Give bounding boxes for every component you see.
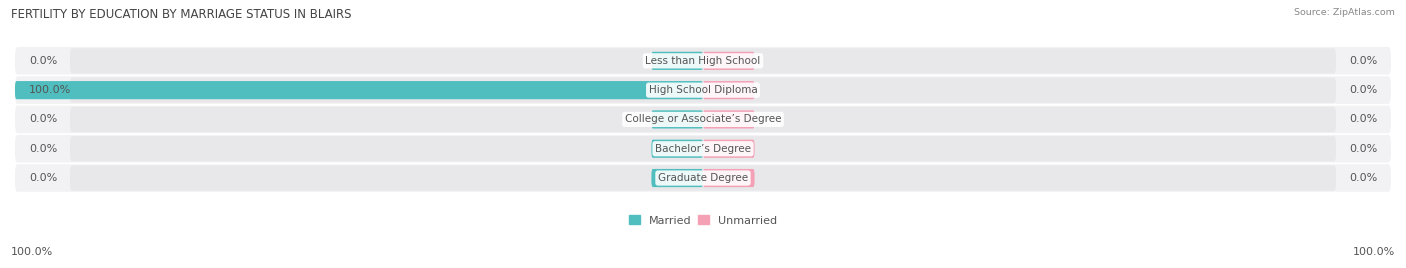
Text: 0.0%: 0.0% xyxy=(28,114,58,124)
FancyBboxPatch shape xyxy=(70,165,1336,191)
Text: 100.0%: 100.0% xyxy=(1353,247,1395,257)
FancyBboxPatch shape xyxy=(15,81,703,99)
FancyBboxPatch shape xyxy=(651,110,703,129)
FancyBboxPatch shape xyxy=(15,106,1391,133)
FancyBboxPatch shape xyxy=(651,52,703,70)
Legend: Married, Unmarried: Married, Unmarried xyxy=(628,215,778,226)
Text: 100.0%: 100.0% xyxy=(28,85,72,95)
FancyBboxPatch shape xyxy=(70,136,1336,161)
Text: 0.0%: 0.0% xyxy=(28,56,58,66)
FancyBboxPatch shape xyxy=(15,135,1391,162)
FancyBboxPatch shape xyxy=(703,52,755,70)
FancyBboxPatch shape xyxy=(651,169,703,187)
FancyBboxPatch shape xyxy=(703,110,755,129)
Text: 0.0%: 0.0% xyxy=(1348,56,1378,66)
Text: 0.0%: 0.0% xyxy=(28,173,58,183)
Text: 100.0%: 100.0% xyxy=(11,247,53,257)
FancyBboxPatch shape xyxy=(703,169,755,187)
FancyBboxPatch shape xyxy=(70,77,1336,103)
Text: 0.0%: 0.0% xyxy=(28,144,58,154)
Text: 0.0%: 0.0% xyxy=(1348,144,1378,154)
FancyBboxPatch shape xyxy=(15,76,1391,104)
FancyBboxPatch shape xyxy=(703,140,755,158)
FancyBboxPatch shape xyxy=(15,47,1391,75)
Text: 0.0%: 0.0% xyxy=(1348,173,1378,183)
FancyBboxPatch shape xyxy=(651,140,703,158)
Text: 0.0%: 0.0% xyxy=(1348,85,1378,95)
Text: Graduate Degree: Graduate Degree xyxy=(658,173,748,183)
Text: Bachelor’s Degree: Bachelor’s Degree xyxy=(655,144,751,154)
Text: High School Diploma: High School Diploma xyxy=(648,85,758,95)
Text: College or Associate’s Degree: College or Associate’s Degree xyxy=(624,114,782,124)
FancyBboxPatch shape xyxy=(703,81,755,99)
Text: Less than High School: Less than High School xyxy=(645,56,761,66)
FancyBboxPatch shape xyxy=(70,48,1336,73)
FancyBboxPatch shape xyxy=(15,164,1391,192)
FancyBboxPatch shape xyxy=(70,107,1336,132)
Text: FERTILITY BY EDUCATION BY MARRIAGE STATUS IN BLAIRS: FERTILITY BY EDUCATION BY MARRIAGE STATU… xyxy=(11,8,352,21)
Text: 0.0%: 0.0% xyxy=(1348,114,1378,124)
Text: Source: ZipAtlas.com: Source: ZipAtlas.com xyxy=(1294,8,1395,17)
